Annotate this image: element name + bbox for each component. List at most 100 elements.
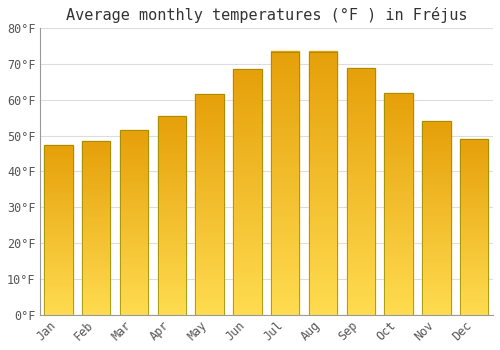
Bar — [271, 275, 300, 278]
Bar — [158, 292, 186, 295]
Bar — [384, 96, 413, 98]
Bar — [158, 170, 186, 173]
Bar — [309, 94, 337, 98]
Bar — [460, 284, 488, 286]
Bar — [271, 229, 300, 232]
Bar — [384, 109, 413, 112]
Bar — [44, 149, 72, 151]
Bar — [82, 147, 110, 150]
Bar — [196, 301, 224, 303]
Bar — [460, 157, 488, 159]
Bar — [158, 290, 186, 292]
Bar — [384, 204, 413, 206]
Bar — [44, 159, 72, 162]
Bar — [346, 179, 375, 182]
Bar — [271, 236, 300, 239]
Bar — [196, 210, 224, 213]
Bar — [82, 271, 110, 273]
Bar — [44, 234, 72, 236]
Bar — [309, 229, 337, 232]
Bar — [82, 297, 110, 299]
Bar — [196, 262, 224, 265]
Bar — [460, 290, 488, 293]
Bar — [271, 180, 300, 183]
Bar — [309, 268, 337, 272]
Bar — [120, 312, 148, 315]
Bar — [158, 233, 186, 235]
Bar — [309, 51, 337, 315]
Bar — [346, 142, 375, 145]
Bar — [460, 216, 488, 218]
Bar — [384, 93, 413, 96]
Bar — [234, 214, 262, 217]
Bar — [309, 252, 337, 256]
Bar — [460, 242, 488, 244]
Bar — [384, 170, 413, 173]
Bar — [196, 226, 224, 229]
Bar — [460, 303, 488, 306]
Bar — [309, 196, 337, 200]
Bar — [309, 186, 337, 190]
Bar — [271, 81, 300, 84]
Bar — [158, 200, 186, 203]
Bar — [120, 130, 148, 133]
Bar — [309, 259, 337, 262]
Bar — [234, 131, 262, 134]
Bar — [44, 170, 72, 172]
Bar — [120, 250, 148, 252]
Bar — [422, 174, 450, 177]
Bar — [271, 101, 300, 104]
Bar — [422, 261, 450, 264]
Bar — [82, 273, 110, 275]
Bar — [422, 252, 450, 254]
Bar — [196, 182, 224, 185]
Bar — [309, 245, 337, 249]
Bar — [196, 287, 224, 290]
Bar — [309, 153, 337, 157]
Bar — [196, 251, 224, 254]
Bar — [460, 139, 488, 141]
Bar — [460, 282, 488, 284]
Bar — [271, 249, 300, 252]
Bar — [422, 273, 450, 276]
Bar — [346, 173, 375, 176]
Bar — [309, 190, 337, 193]
Bar — [44, 268, 72, 270]
Bar — [120, 155, 148, 158]
Bar — [158, 215, 186, 218]
Bar — [120, 236, 148, 239]
Bar — [384, 173, 413, 176]
Bar — [44, 145, 72, 147]
Bar — [158, 205, 186, 208]
Bar — [234, 241, 262, 244]
Bar — [346, 148, 375, 151]
Bar — [384, 289, 413, 292]
Bar — [460, 161, 488, 163]
Bar — [120, 139, 148, 142]
Bar — [196, 147, 224, 149]
Title: Average monthly temperatures (°F ) in Fréjus: Average monthly temperatures (°F ) in Fr… — [66, 7, 467, 23]
Bar — [234, 296, 262, 299]
Bar — [196, 243, 224, 246]
Bar — [422, 167, 450, 170]
Bar — [234, 116, 262, 118]
Bar — [196, 202, 224, 204]
Bar — [309, 193, 337, 196]
Bar — [460, 144, 488, 146]
Bar — [158, 220, 186, 223]
Bar — [422, 259, 450, 261]
Bar — [120, 222, 148, 225]
Bar — [158, 116, 186, 118]
Bar — [460, 264, 488, 266]
Bar — [82, 178, 110, 180]
Bar — [271, 114, 300, 117]
Bar — [309, 282, 337, 285]
Bar — [44, 230, 72, 232]
Bar — [158, 265, 186, 267]
Bar — [384, 159, 413, 162]
Bar — [234, 158, 262, 161]
Bar — [82, 301, 110, 304]
Bar — [309, 170, 337, 173]
Bar — [82, 252, 110, 254]
Bar — [82, 167, 110, 169]
